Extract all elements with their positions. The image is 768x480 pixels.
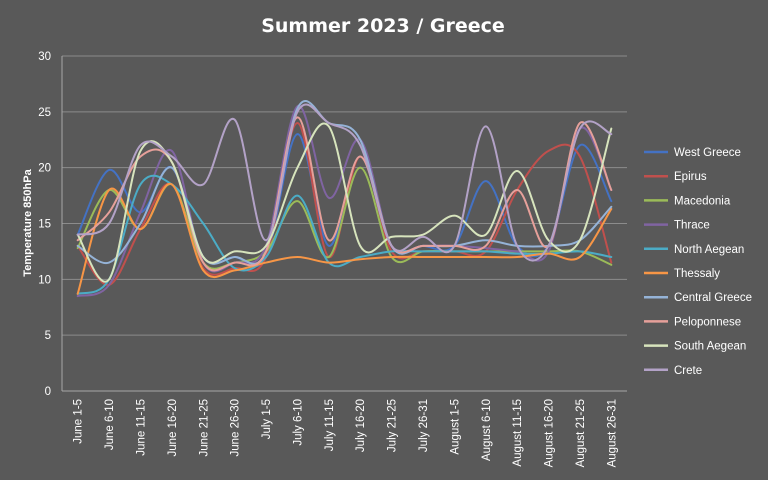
x-tick-label: August 26-31	[606, 399, 618, 467]
y-tick-label: 30	[38, 51, 51, 63]
y-tick-label: 15	[38, 219, 51, 231]
series-line	[76, 183, 613, 295]
legend-item: South Aegean	[644, 341, 746, 353]
x-tick-label: June 11-15	[135, 399, 147, 456]
x-tick-label: August 11-15	[512, 399, 524, 467]
legend: West Greece Epirus Macedonia Thrace North Ae…	[644, 147, 752, 377]
legend-label: Thessaly	[674, 268, 720, 280]
x-tick-label: July 16-20	[355, 399, 367, 452]
legend-item: West Greece	[644, 147, 741, 159]
legend-label: West Greece	[674, 147, 741, 159]
legend-label: Macedonia	[674, 195, 731, 207]
x-tick-label: June 6-10	[104, 399, 116, 450]
x-tick-label: July 6-10	[292, 399, 304, 446]
legend-label: Thrace	[674, 220, 710, 232]
x-tick-label: August 1-5	[449, 399, 461, 455]
x-tick-label: July 21-25	[387, 399, 399, 452]
y-tick-label: 25	[38, 107, 51, 119]
x-tick-label: August 16-20	[544, 399, 556, 467]
x-tick-label: June 1-5	[73, 399, 85, 444]
x-tick-label: June 16-20	[167, 399, 179, 457]
x-tick-label: August 21-25	[575, 399, 587, 467]
x-tick-label: June 26-30	[230, 399, 242, 457]
legend-item: Thessaly	[644, 268, 720, 280]
legend-label: Epirus	[674, 171, 707, 183]
x-axis-ticks: June 1-5 June 6-10 June 11-15 June 16-20 Jun…	[73, 399, 619, 467]
legend-item: Peloponnese	[644, 316, 741, 328]
x-tick-label: August 6-10	[481, 399, 493, 461]
x-tick-label: July 26-31	[418, 399, 430, 452]
legend-item: Thrace	[644, 220, 710, 232]
legend-item: Macedonia	[644, 195, 731, 207]
x-tick-label: June 21-25	[198, 399, 210, 457]
x-tick-label: July 11-15	[324, 399, 336, 451]
legend-label: North Aegean	[674, 244, 744, 256]
y-tick-label: 20	[38, 163, 51, 175]
y-axis-ticks: 0 5 10 15 20 25 30	[38, 51, 51, 398]
legend-item: Central Greece	[644, 292, 752, 304]
legend-label: Crete	[674, 365, 702, 377]
legend-item: Crete	[644, 365, 702, 377]
legend-item: North Aegean	[644, 244, 744, 256]
chart-title: Summer 2023 / Greece	[261, 15, 505, 37]
legend-label: South Aegean	[674, 341, 746, 353]
y-axis-label: Temperature 850hPa	[22, 168, 34, 276]
series-lines	[76, 100, 613, 298]
legend-label: Peloponnese	[674, 316, 741, 328]
x-tick-label: July 1-5	[261, 399, 273, 439]
legend-item: Epirus	[644, 171, 707, 183]
y-tick-label: 10	[38, 274, 51, 286]
y-tick-label: 5	[45, 330, 51, 342]
series-line	[76, 103, 613, 262]
legend-label: Central Greece	[674, 292, 752, 304]
y-tick-label: 0	[45, 386, 51, 398]
